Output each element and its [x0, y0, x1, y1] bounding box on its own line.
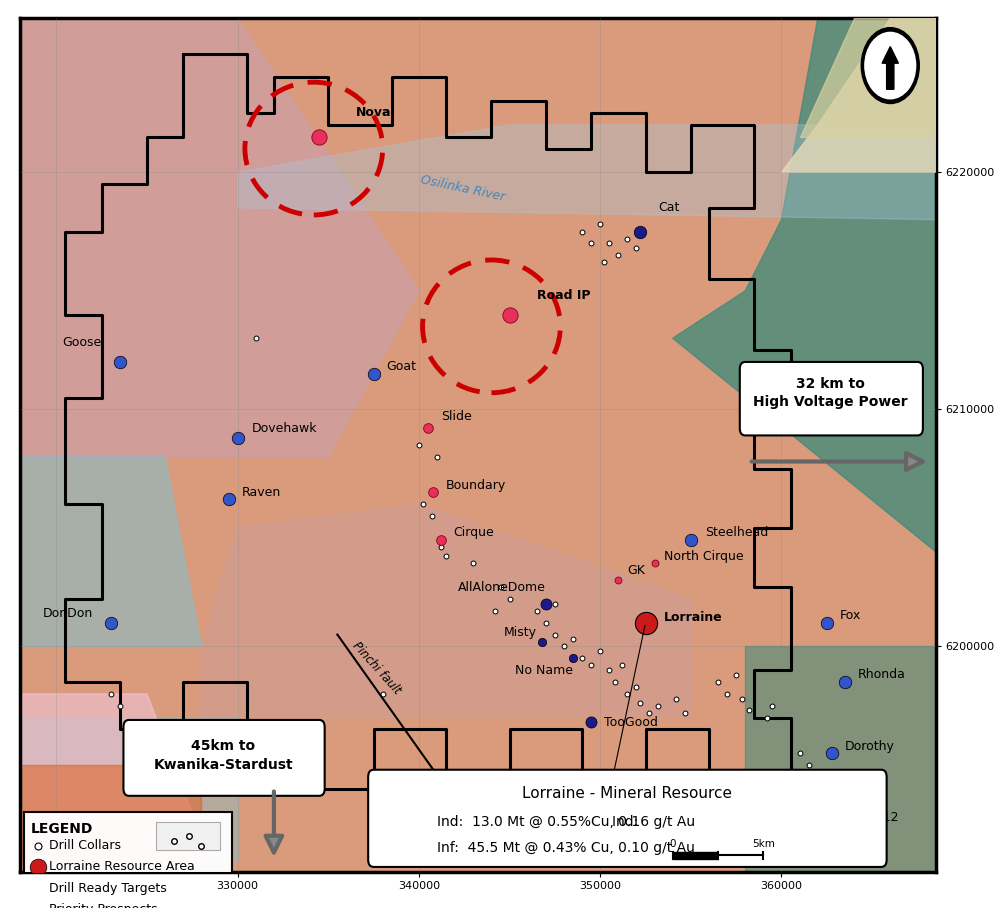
Text: Pinchi fault: Pinchi fault [350, 639, 403, 696]
Text: Rhonda: Rhonda [858, 668, 905, 681]
Text: Misty: Misty [504, 626, 537, 638]
Circle shape [861, 27, 919, 104]
Text: GK: GK [628, 564, 645, 577]
Polygon shape [201, 504, 691, 717]
Text: North Cirque: North Cirque [664, 550, 743, 563]
Text: Goat: Goat [386, 360, 416, 373]
Text: 0: 0 [669, 839, 676, 849]
Text: Raven: Raven [241, 486, 281, 498]
Text: Nova: Nova [355, 106, 391, 120]
Polygon shape [20, 457, 201, 646]
FancyBboxPatch shape [124, 720, 325, 795]
Text: Lorraine - Mineral Resource: Lorraine - Mineral Resource [522, 786, 732, 801]
FancyBboxPatch shape [739, 362, 923, 436]
Text: Lorraine Resource Area: Lorraine Resource Area [49, 861, 195, 873]
Polygon shape [20, 694, 201, 836]
Polygon shape [20, 18, 936, 872]
Text: Lorraine: Lorraine [664, 611, 722, 625]
Text: Drill Collars: Drill Collars [49, 839, 121, 852]
Text: Dorothy: Dorothy [845, 739, 894, 753]
Text: TooGood: TooGood [604, 716, 658, 729]
Text: Fox: Fox [839, 609, 861, 622]
Text: Road IP: Road IP [537, 289, 591, 302]
Text: 32 km to
High Voltage Power: 32 km to High Voltage Power [753, 377, 907, 409]
Text: N: N [884, 55, 893, 66]
Text: Ind:  13.0 Mt @ 0.55%Cu, 0.16 g/t Au: Ind: 13.0 Mt @ 0.55%Cu, 0.16 g/t Au [437, 814, 695, 829]
Text: 45km to
Kwanika-Stardust: 45km to Kwanika-Stardust [153, 739, 293, 772]
Polygon shape [237, 125, 936, 220]
Circle shape [865, 33, 915, 99]
Text: Goose: Goose [62, 337, 102, 350]
Text: Inf:  45.5 Mt @ 0.43% Cu, 0.10 g/t Au: Inf: 45.5 Mt @ 0.43% Cu, 0.10 g/t Au [437, 841, 695, 855]
Text: AllAloneDome: AllAloneDome [458, 581, 546, 594]
Text: Dovehawk: Dovehawk [253, 422, 318, 435]
Polygon shape [20, 717, 237, 860]
Text: ST12: ST12 [867, 811, 898, 824]
FancyArrow shape [882, 46, 898, 89]
Text: Cat: Cat [658, 202, 680, 214]
Text: Priority Prospects: Priority Prospects [49, 903, 158, 908]
Polygon shape [782, 18, 936, 173]
Text: No Name: No Name [515, 664, 573, 676]
Polygon shape [20, 765, 201, 860]
Polygon shape [673, 852, 718, 859]
Polygon shape [800, 18, 936, 137]
Text: Cirque: Cirque [454, 526, 494, 539]
Text: Mackenzie: Mackenzie [671, 818, 736, 831]
Polygon shape [418, 789, 637, 860]
Text: Osilinka River: Osilinka River [418, 173, 506, 203]
Text: Ind:: Ind: [612, 814, 643, 829]
Polygon shape [673, 18, 936, 551]
Text: Steelhead: Steelhead [705, 526, 769, 539]
Text: 5km: 5km [751, 839, 775, 849]
Polygon shape [20, 18, 418, 457]
Polygon shape [718, 852, 764, 859]
Text: Drill Ready Targets: Drill Ready Targets [49, 882, 167, 894]
Polygon shape [20, 18, 936, 872]
Text: DonDon: DonDon [42, 607, 93, 620]
FancyBboxPatch shape [24, 813, 232, 908]
FancyBboxPatch shape [368, 770, 886, 867]
Polygon shape [745, 646, 936, 872]
Text: Slide: Slide [441, 410, 472, 423]
Text: LEGEND: LEGEND [31, 822, 94, 836]
FancyBboxPatch shape [156, 822, 219, 851]
Text: Boundary: Boundary [446, 479, 506, 492]
